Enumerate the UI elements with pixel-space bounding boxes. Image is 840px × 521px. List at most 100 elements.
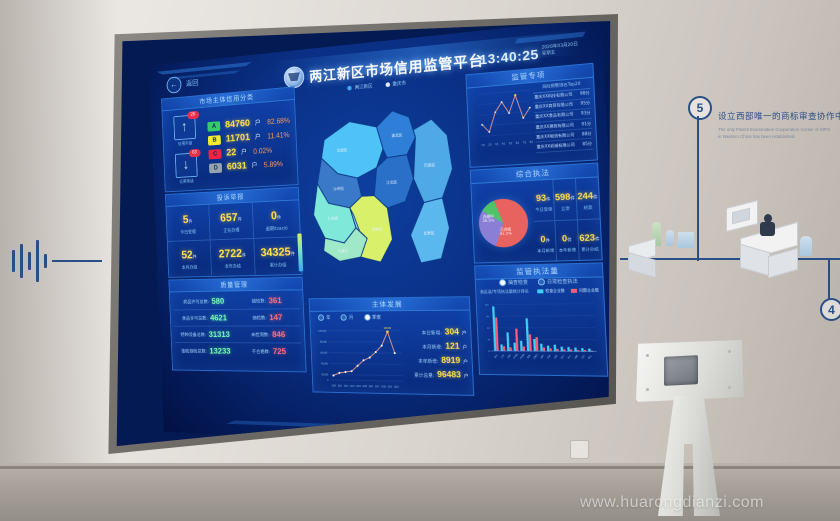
bar-xtick: 长寿 [553,354,559,360]
panel-risk[interactable]: 监管专项 [465,62,598,168]
pie-label-1: 已办结 61.2% [499,226,512,237]
complaint-cell[interactable]: 5件 今日受理 [166,204,211,242]
bar-yticks: 100 80 60 40 20 [485,305,492,353]
bar-rect [553,344,557,352]
tab-radio-icon[interactable] [499,279,507,287]
svg-text:40,000: 40,000 [321,362,328,366]
credit-row[interactable]: D 6031 户 5.89% [209,158,292,174]
display-screen[interactable]: ← 返回 两江新区市场信用监管平台 13:40:25 2020年03月20日 星… [116,21,611,447]
kiosk-screen[interactable] [664,355,698,386]
enforcement-stat[interactable]: 93件 今日受理 [532,179,556,222]
legend-swatch-icon [537,289,544,294]
quality-label: 食品许可总数: [181,315,208,322]
enforcement-stat[interactable]: 623件 累计办结 [578,219,602,261]
tab-radio-icon[interactable] [318,314,325,321]
credit-count: 84760 [224,117,251,131]
bar-rect [556,348,559,352]
enforcement-pie-chart[interactable]: 办理中 28.5% 已办结 61.2% [477,197,530,248]
tab-radio-icon[interactable] [340,314,348,321]
map-legend-item[interactable]: 两江新区 [347,83,373,92]
panel-integrated[interactable]: 综合执法 办理中 28.5% 已办结 61.2% 93件 今日受理 598件 立案 244件… [469,162,603,264]
complaint-cell[interactable]: 34325件 累计办结 [254,237,301,274]
credit-downgrade[interactable]: ↓ 63 信用降级 [174,148,201,185]
photo-watermark: www.huarongdianzi.com [580,494,764,511]
svg-text:2015: 2015 [362,386,367,388]
svg-text:60: 60 [487,328,490,330]
risk-list[interactable]: 风险预警排名Top20 重庆XX科技有限公司 98分 重庆XX商贸有限公司 95分 重庆… [532,80,594,153]
panel-development[interactable]: 主体发展 年 月 季度 [308,296,475,396]
wall-display[interactable]: ← 返回 两江新区市场信用监管平台 13:40:25 2020年03月20日 星… [98,14,618,454]
development-tabs[interactable]: 年 月 季度 [310,314,390,321]
map-region-banan[interactable] [411,118,454,203]
complaint-cell[interactable]: 52件 本月办结 [167,240,212,277]
development-stat-unit: 户 [463,359,469,366]
bar-series [492,306,594,352]
bar-rect [542,347,546,352]
panel-quality[interactable]: 质量管理 药品许可总数: 580 抽检数: 361 食品许可总数: 4621 抽检数: 147… [168,276,307,373]
risk-score: 88分 [581,130,592,137]
bar-xtick: 合川 [559,354,565,360]
quality-row: 抽检数: 361 [234,292,300,310]
map-label-jiangbei: 江北区 [386,179,397,184]
svg-text:2010: 2010 [332,385,337,387]
complaint-unit: 件 [188,219,193,225]
arrow-left-icon[interactable]: ← [166,76,182,94]
supervision-tab[interactable]: 日常检查执法 [537,278,578,286]
quality-value: 580 [211,296,225,307]
quality-label: 药品许可总数: [183,299,210,305]
dashboard[interactable]: ← 返回 两江新区市场信用监管平台 13:40:25 2020年03月20日 星… [149,21,611,447]
panel-credit-classification[interactable]: 市场主体信用分类 ↑ 26 信用升级 ↓ 63 [161,86,299,193]
map-colorbar [297,233,304,272]
credit-count: 11701 [225,131,251,145]
enforcement-stat[interactable]: 0件 本年新增 [555,220,580,262]
svg-text:4月: 4月 [502,142,506,146]
credit-unit: 户 [251,161,258,169]
svg-text:100,000: 100,000 [318,329,327,333]
credit-percent: 11.41% [267,130,290,140]
panel-complaint[interactable]: 投诉举报 5件 今日受理 657件 正在办理 0件 逾期ització 52件 本月办结 272… [164,186,303,278]
development-stat-label: 本月新增: [422,344,443,351]
back-button[interactable]: ← 返回 [166,74,199,94]
credit-unit: 户 [254,118,261,127]
complaint-cell[interactable]: 2722件 本年办结 [210,238,256,276]
enforcement-unit: 件 [567,238,572,244]
bar-rect [546,345,550,352]
development-tab[interactable]: 年 [318,314,331,321]
risk-score: 95分 [580,100,591,106]
clock-date: 2020年03月20日 星期五 [541,42,578,58]
supervision-tabs[interactable]: 抽查检查 日常检查执法 [476,277,603,287]
development-stat-unit: 户 [463,373,469,380]
kiosk-screw-4 [728,386,731,389]
credit-row[interactable]: C 22 户 0.02% [208,143,292,160]
development-tab[interactable]: 季度 [363,314,381,321]
tab-radio-icon[interactable] [537,278,546,286]
enforcement-stat[interactable]: 244件 结案 [575,177,600,221]
risk-score: 93分 [580,110,591,117]
bar-xtick: 南岸 [526,354,532,360]
map-area[interactable]: 两江新区 重庆市 [297,71,468,294]
quality-label: 特种设备总数: [180,332,207,338]
map-region-nanan[interactable] [349,195,393,263]
map-legend-item[interactable]: 重庆市 [385,80,406,88]
region-map[interactable]: 北碚区 渝北区 江北区 沙坪坝 九龙坡 大渡口 南岸区 巴南区 长寿区 [300,85,468,293]
development-chart[interactable]: 年 月 季度 100,000 80,000 [310,311,393,394]
tab-radio-icon[interactable] [363,314,371,321]
complaint-cell[interactable]: 0件 逾期ització [252,200,300,239]
wall-headline-en-1: The only Patent Examination Cooperation … [718,127,831,132]
enforcement-number: 598 [554,191,571,203]
enforcement-unit: 件 [592,195,598,201]
supervision-legend-label: 问题企业数 [579,287,600,293]
kiosk-stand [628,340,748,521]
quality-label: 未检测数: [250,332,270,338]
credit-upgrade[interactable]: ↑ 26 信用升级 [173,110,199,148]
bar-rect [506,332,510,352]
complaint-cell[interactable]: 657件 正在办理 [208,202,255,241]
credit-rows: A 84760 户 82.68% B 11701 户 11.41% C 22 户 0.02% D 6031… [204,105,292,183]
map-label-dadukou: 大渡口 [338,248,349,253]
development-tab[interactable]: 月 [340,314,353,321]
map-region-beibei[interactable] [320,119,384,180]
enforcement-stat[interactable]: 598件 立案 [553,178,578,222]
supervision-tab[interactable]: 抽查检查 [499,279,528,287]
panel-supervision[interactable]: 监管执法量 抽查检查 日常检查执法 各区县/专项执法量统计排名 检查企业数 问题企业… [474,262,609,377]
enforcement-stat[interactable]: 0件 本月新增 [534,221,558,263]
